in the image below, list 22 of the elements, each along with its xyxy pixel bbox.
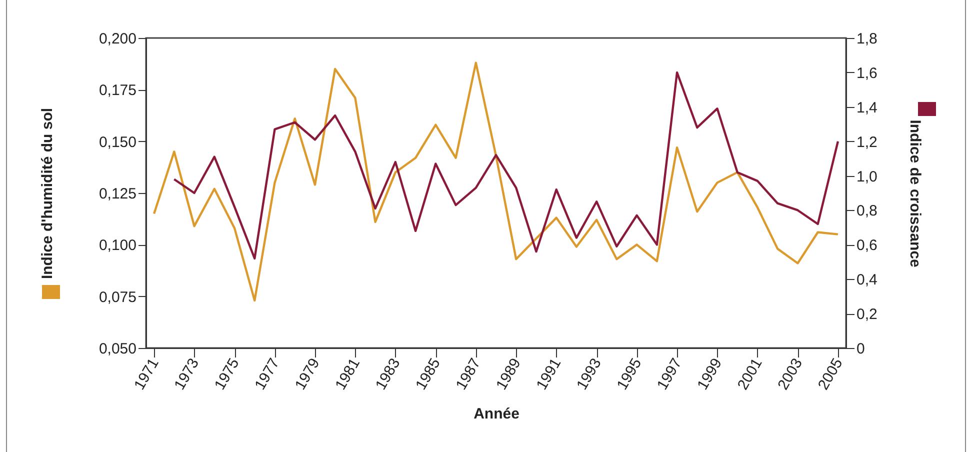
y2-tick-label: 0 bbox=[856, 340, 865, 358]
y-tick-label: 0,125 bbox=[98, 186, 136, 202]
y-axis-title: Indice d'humidité du sol bbox=[38, 108, 56, 280]
y2-tick-label: 1,4 bbox=[856, 99, 878, 116]
y2-axis-title: Indice de croissance bbox=[906, 120, 924, 268]
y-tick-label: 0,100 bbox=[98, 237, 136, 254]
line-series bbox=[152, 62, 840, 302]
y2-tick-label: 1,2 bbox=[856, 134, 878, 151]
y-tick-label: 0,150 bbox=[98, 134, 136, 151]
y-tick-label: 0,050 bbox=[98, 340, 136, 358]
y2-tick-label: 1,6 bbox=[856, 64, 878, 82]
y-tick-label: 0,200 bbox=[98, 30, 136, 48]
y-tick-label: 0,175 bbox=[98, 82, 136, 100]
line-series bbox=[173, 71, 840, 260]
y2-tick-label: 0,8 bbox=[856, 202, 878, 220]
y2-tick-label: 1,8 bbox=[856, 30, 878, 48]
y2-tick-label: 0,6 bbox=[856, 237, 878, 254]
y2-tick-label: 1,0 bbox=[856, 168, 878, 186]
y-tick-label: 0,075 bbox=[98, 288, 136, 306]
y2-tick-label: 0,2 bbox=[856, 306, 878, 324]
x-axis-title: Année bbox=[474, 405, 520, 422]
y2-tick-label: 0,4 bbox=[856, 272, 878, 289]
